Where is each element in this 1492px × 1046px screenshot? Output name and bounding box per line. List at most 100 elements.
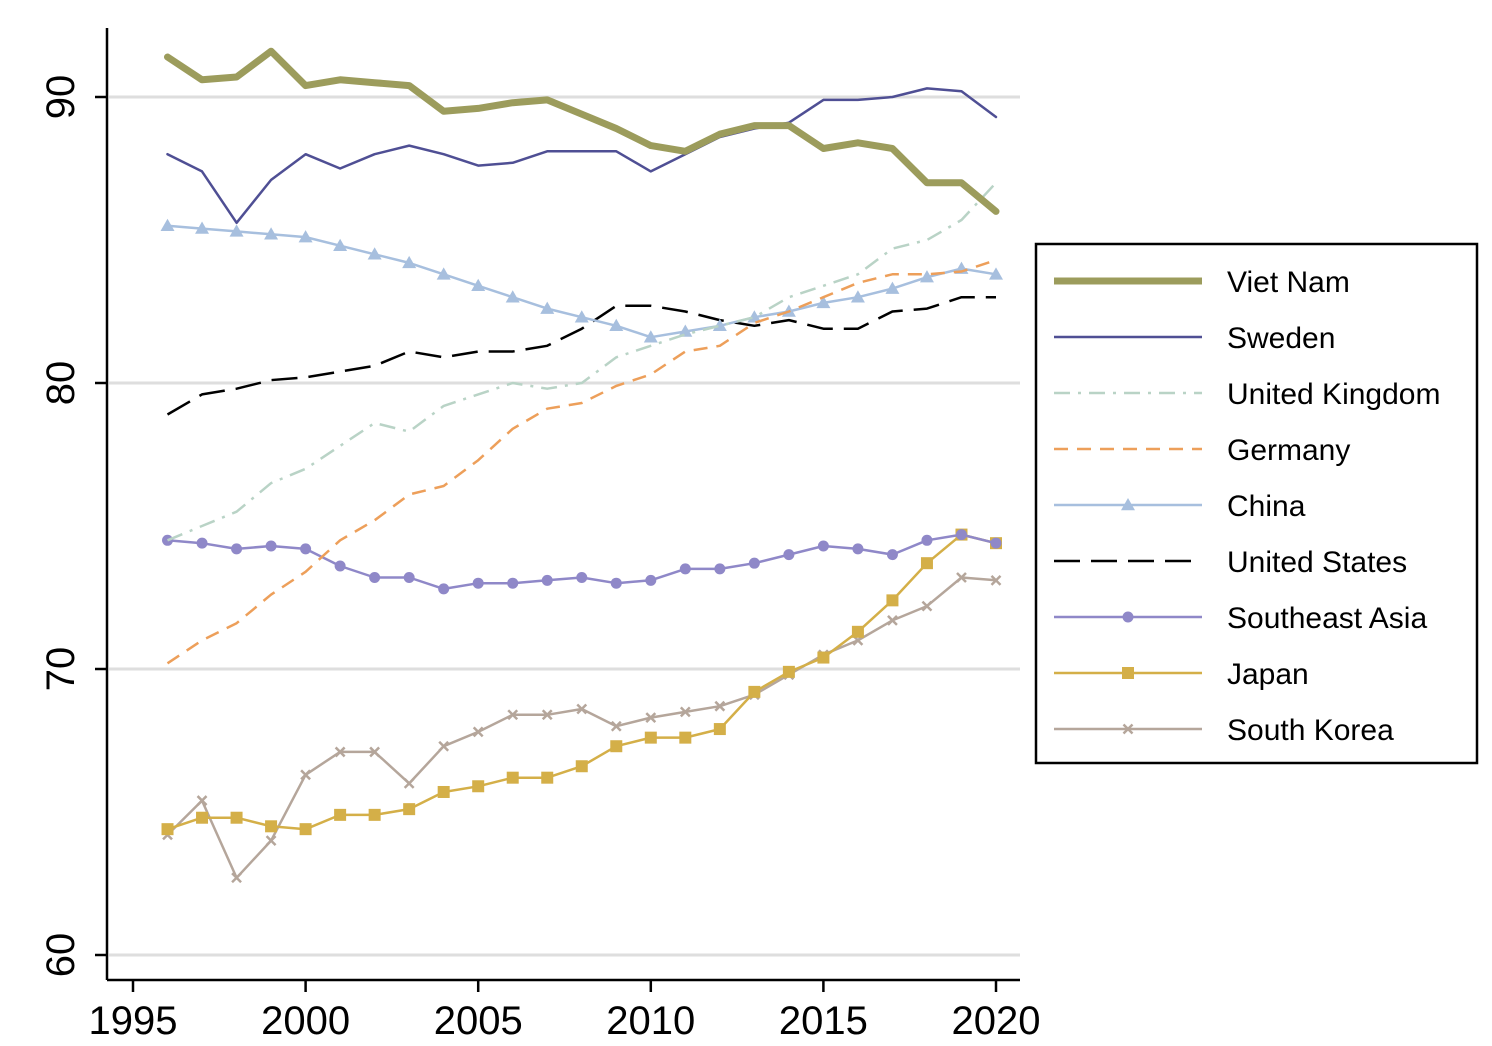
- data-point: [679, 706, 691, 718]
- x-tick-label: 2000: [261, 999, 350, 1043]
- data-point: [472, 780, 485, 793]
- data-point: [231, 872, 242, 884]
- legend-marker: [1122, 723, 1134, 735]
- legend-item-germany: Germany: [1054, 434, 1350, 467]
- series-lines: [160, 47, 1003, 884]
- data-point: [783, 549, 795, 561]
- legend-item-viet-nam: Viet Nam: [1054, 266, 1350, 299]
- legend-label: United Kingdom: [1227, 378, 1440, 411]
- data-point: [644, 731, 657, 744]
- series-sweden: [166, 87, 998, 225]
- data-point: [851, 625, 864, 638]
- data-point: [437, 785, 450, 798]
- data-point: [195, 221, 210, 234]
- data-point: [472, 577, 484, 589]
- data-point: [403, 778, 415, 789]
- data-point: [921, 600, 933, 612]
- data-point: [299, 823, 312, 836]
- series-united-kingdom: [167, 181, 997, 542]
- legend-item-southeast-asia: Southeast Asia: [1054, 602, 1427, 635]
- data-point: [402, 255, 417, 269]
- legend-item-sweden: Sweden: [1054, 322, 1335, 355]
- series-line-united-kingdom: [167, 181, 997, 542]
- data-point: [679, 731, 692, 744]
- data-point: [714, 700, 726, 712]
- data-point: [161, 823, 174, 836]
- data-point: [505, 290, 520, 303]
- data-point: [990, 574, 1002, 586]
- data-point: [196, 811, 209, 824]
- data-point: [748, 685, 761, 698]
- series-line-sweden: [166, 87, 998, 225]
- legend: Viet Nam Sweden United Kingdom Germany China…: [1034, 242, 1479, 765]
- data-point: [334, 560, 346, 572]
- data-point: [367, 247, 382, 260]
- data-point: [645, 712, 657, 724]
- legend-item-united-states: United States: [1054, 546, 1407, 579]
- data-point: [369, 746, 381, 758]
- data-point: [955, 529, 967, 541]
- data-point: [541, 709, 553, 721]
- data-point: [438, 583, 450, 595]
- data-point: [160, 218, 175, 231]
- series-line-south-korea: [166, 576, 998, 880]
- data-point: [887, 614, 898, 626]
- data-point: [643, 330, 658, 343]
- series-germany: [166, 258, 997, 665]
- legend-marker: [1121, 498, 1135, 511]
- data-point: [540, 301, 555, 314]
- data-point: [436, 267, 451, 280]
- data-point: [574, 310, 589, 323]
- series-china: [160, 218, 1003, 343]
- data-point: [920, 557, 933, 570]
- data-point: [713, 723, 726, 736]
- legend-marker: [1122, 667, 1134, 679]
- x-tick-label: 1995: [89, 999, 178, 1043]
- data-point: [885, 281, 900, 294]
- data-point: [300, 543, 312, 555]
- data-point: [196, 795, 208, 806]
- data-point: [919, 270, 934, 283]
- data-point: [541, 771, 554, 784]
- legend-item-united-kingdom: United Kingdom: [1054, 378, 1440, 411]
- series-united-states: [166, 295, 996, 416]
- data-point: [507, 709, 519, 721]
- data-point: [712, 318, 727, 332]
- series-line-viet-nam: [164, 47, 1000, 215]
- data-point: [300, 769, 311, 781]
- data-point: [714, 563, 726, 575]
- data-point: [403, 803, 416, 816]
- legend-marker: [1122, 611, 1134, 623]
- series-japan: [161, 528, 1002, 836]
- series-line-germany: [166, 258, 997, 665]
- data-point: [368, 808, 381, 821]
- data-point: [196, 537, 208, 549]
- data-point: [747, 310, 762, 323]
- data-point: [229, 224, 244, 237]
- legend-label: United States: [1227, 546, 1407, 579]
- data-point: [679, 563, 691, 575]
- x-tick-label: 2015: [779, 999, 868, 1043]
- legend-box: [1034, 242, 1479, 765]
- data-point: [230, 811, 243, 824]
- data-point: [609, 318, 624, 332]
- data-point: [438, 740, 450, 752]
- legend-label: Southeast Asia: [1227, 602, 1427, 635]
- data-point: [921, 534, 933, 546]
- data-point: [472, 726, 484, 738]
- data-point: [265, 540, 277, 552]
- x-tick-label: 2010: [606, 999, 695, 1043]
- data-point: [748, 557, 760, 569]
- data-point: [886, 549, 898, 561]
- data-point: [403, 571, 415, 583]
- series-southeast-asia: [162, 529, 1002, 595]
- data-point: [265, 835, 277, 846]
- data-point: [334, 808, 347, 821]
- x-tick-label: 2020: [952, 999, 1041, 1043]
- data-point: [610, 577, 622, 589]
- series-viet-nam: [164, 47, 1000, 215]
- legend-label: South Korea: [1227, 714, 1394, 747]
- data-point: [333, 238, 348, 251]
- data-point: [817, 651, 830, 664]
